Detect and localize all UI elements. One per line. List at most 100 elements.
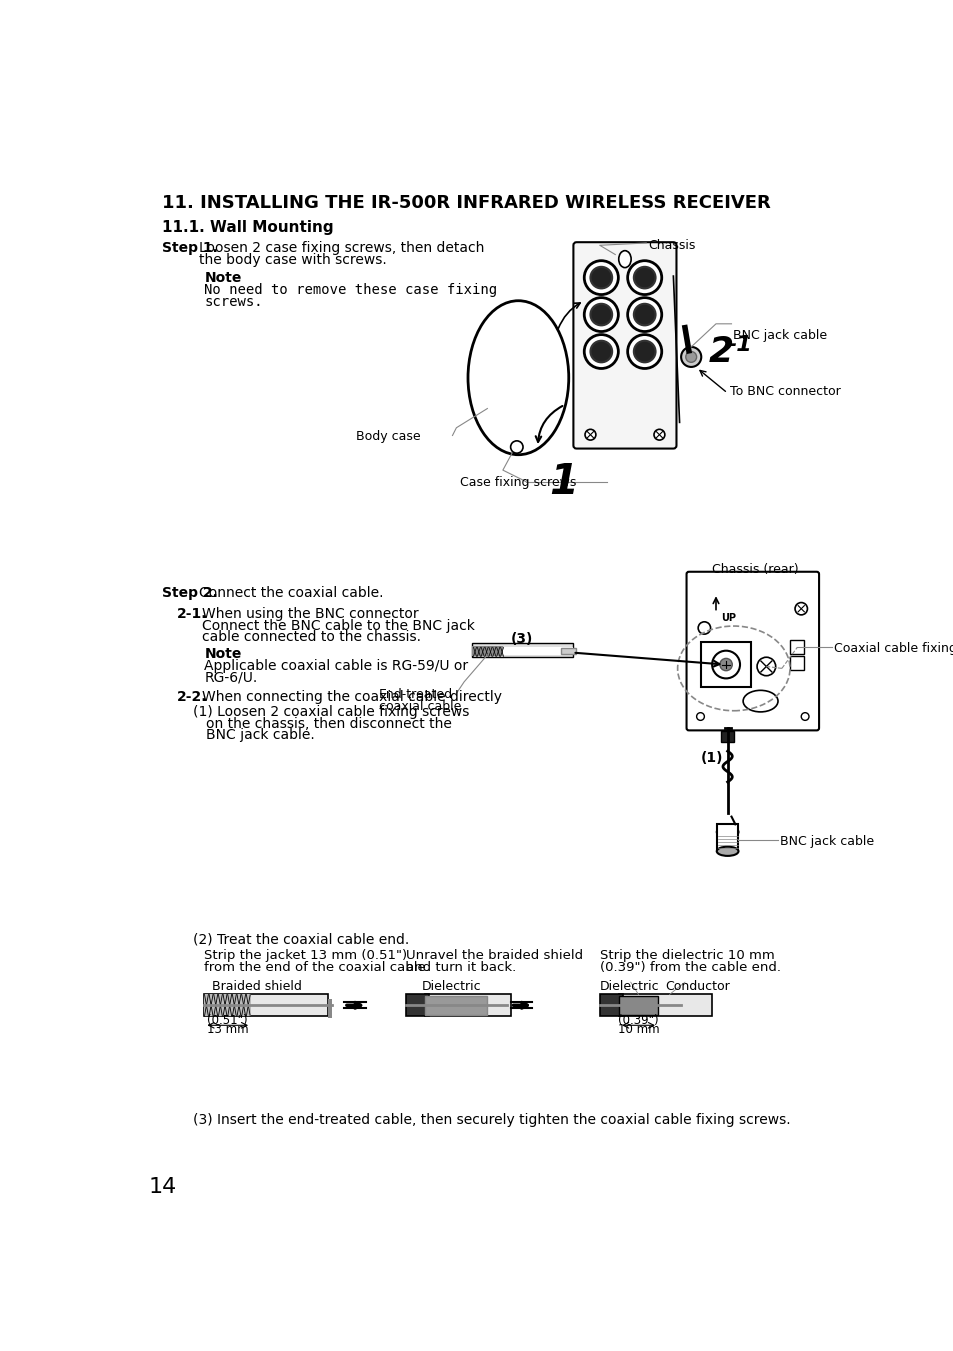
Circle shape [510, 440, 522, 453]
Text: 10 mm: 10 mm [617, 1023, 659, 1036]
FancyBboxPatch shape [686, 571, 819, 731]
Text: Step 2.: Step 2. [162, 585, 217, 600]
Text: Strip the jacket 13 mm (0.51"): Strip the jacket 13 mm (0.51") [204, 948, 407, 962]
Circle shape [583, 297, 618, 331]
Ellipse shape [716, 827, 738, 838]
Bar [425, 996, 487, 1015]
Ellipse shape [716, 847, 738, 857]
Text: End-treated: End-treated [378, 688, 453, 701]
Circle shape [590, 340, 612, 362]
Text: Note: Note [204, 272, 242, 285]
Circle shape [801, 713, 808, 720]
Circle shape [680, 347, 700, 367]
Text: Connect the BNC cable to the BNC jack: Connect the BNC cable to the BNC jack [202, 619, 475, 632]
Circle shape [583, 261, 618, 295]
Text: Chassis: Chassis [648, 239, 696, 253]
Text: on the chassis, then disconnect the: on the chassis, then disconnect the [206, 716, 452, 731]
Bar [204, 994, 251, 1016]
Text: (0.39") from the cable end.: (0.39") from the cable end. [599, 961, 780, 974]
Bar [472, 643, 572, 657]
FancyBboxPatch shape [573, 242, 676, 449]
Text: screws.: screws. [204, 295, 263, 308]
Text: Dielectric: Dielectric [599, 979, 659, 993]
Bar [618, 994, 711, 1016]
Text: and turn it back.: and turn it back. [406, 961, 516, 974]
Text: To BNC connector: To BNC connector [729, 385, 840, 399]
Text: BNC jack cable.: BNC jack cable. [206, 728, 314, 742]
Text: the body case with screws.: the body case with screws. [199, 253, 386, 267]
Bar [560, 648, 576, 654]
Text: (1) Loosen 2 coaxial cable fixing screws: (1) Loosen 2 coaxial cable fixing screws [193, 705, 469, 719]
Text: UP: UP [720, 612, 736, 623]
Circle shape [627, 261, 661, 295]
Text: (0.39"): (0.39") [618, 1013, 659, 1027]
FancyBboxPatch shape [790, 640, 803, 654]
Text: Note: Note [204, 647, 242, 661]
Text: (2) Treat the coaxial cable end.: (2) Treat the coaxial cable end. [193, 932, 409, 946]
Ellipse shape [618, 251, 631, 267]
Circle shape [633, 304, 655, 326]
Circle shape [590, 304, 612, 326]
Text: coaxial cable: coaxial cable [378, 700, 460, 712]
Text: -1: -1 [727, 335, 752, 355]
Text: Conductor: Conductor [665, 979, 730, 993]
Text: 2-1.: 2-1. [177, 607, 208, 621]
Circle shape [583, 335, 618, 369]
Text: 14: 14 [149, 1177, 176, 1197]
Text: 1: 1 [549, 461, 578, 503]
Circle shape [654, 430, 664, 440]
Text: Dielectric: Dielectric [421, 979, 480, 993]
Bar [472, 646, 502, 657]
Circle shape [584, 430, 596, 440]
Text: Connect the coaxial cable.: Connect the coaxial cable. [199, 585, 383, 600]
Text: Case fixing screws: Case fixing screws [459, 477, 576, 489]
Circle shape [794, 603, 806, 615]
Text: 11. INSTALLING THE IR-500R INFRARED WIRELESS RECEIVER: 11. INSTALLING THE IR-500R INFRARED WIRE… [162, 195, 770, 212]
Circle shape [720, 658, 732, 670]
Text: 2-2.: 2-2. [177, 689, 208, 704]
Circle shape [590, 267, 612, 288]
Bar [406, 994, 429, 1016]
Bar [328, 1000, 332, 1017]
Bar [599, 994, 622, 1016]
Text: (0.51"): (0.51") [207, 1013, 248, 1027]
Text: 11.1. Wall Mounting: 11.1. Wall Mounting [162, 220, 334, 235]
Text: No need to remove these case fixing: No need to remove these case fixing [204, 282, 497, 297]
Text: cable connected to the chassis.: cable connected to the chassis. [202, 631, 420, 644]
Circle shape [633, 267, 655, 288]
Text: Loosen 2 case fixing screws, then detach: Loosen 2 case fixing screws, then detach [199, 242, 484, 255]
Text: When connecting the coaxial cable directly: When connecting the coaxial cable direct… [202, 689, 501, 704]
Text: BNC jack cable: BNC jack cable [779, 835, 873, 848]
Text: 2: 2 [707, 335, 733, 369]
Text: Body case: Body case [355, 430, 420, 443]
Circle shape [685, 351, 696, 362]
Text: Applicable coaxial cable is RG-59/U or: Applicable coaxial cable is RG-59/U or [204, 659, 468, 673]
Bar [716, 824, 738, 851]
Bar [502, 647, 572, 655]
Text: BNC jack cable: BNC jack cable [732, 330, 826, 342]
Text: Strip the dielectric 10 mm: Strip the dielectric 10 mm [599, 948, 774, 962]
Bar [204, 994, 328, 1016]
Circle shape [627, 297, 661, 331]
Text: (3): (3) [510, 632, 533, 646]
Circle shape [633, 340, 655, 362]
Circle shape [711, 651, 740, 678]
Circle shape [698, 621, 710, 634]
Text: Step 1.: Step 1. [162, 242, 217, 255]
Bar [425, 994, 510, 1016]
Ellipse shape [468, 301, 568, 455]
Circle shape [696, 713, 703, 720]
Text: Braided shield: Braided shield [212, 979, 302, 993]
Text: Coaxial cable fixing screws: Coaxial cable fixing screws [833, 642, 953, 655]
Text: 13 mm: 13 mm [207, 1023, 249, 1036]
FancyBboxPatch shape [790, 655, 803, 670]
Bar [720, 731, 733, 742]
Circle shape [757, 657, 775, 676]
Text: (3) Insert the end-treated cable, then securely tighten the coaxial cable fixing: (3) Insert the end-treated cable, then s… [193, 1113, 790, 1127]
FancyBboxPatch shape [700, 642, 750, 688]
Text: Unravel the braided shield: Unravel the braided shield [406, 948, 582, 962]
Text: (1): (1) [700, 751, 722, 765]
Text: RG-6/U.: RG-6/U. [204, 670, 257, 685]
Circle shape [627, 335, 661, 369]
Text: from the end of the coaxial cable.: from the end of the coaxial cable. [204, 961, 430, 974]
